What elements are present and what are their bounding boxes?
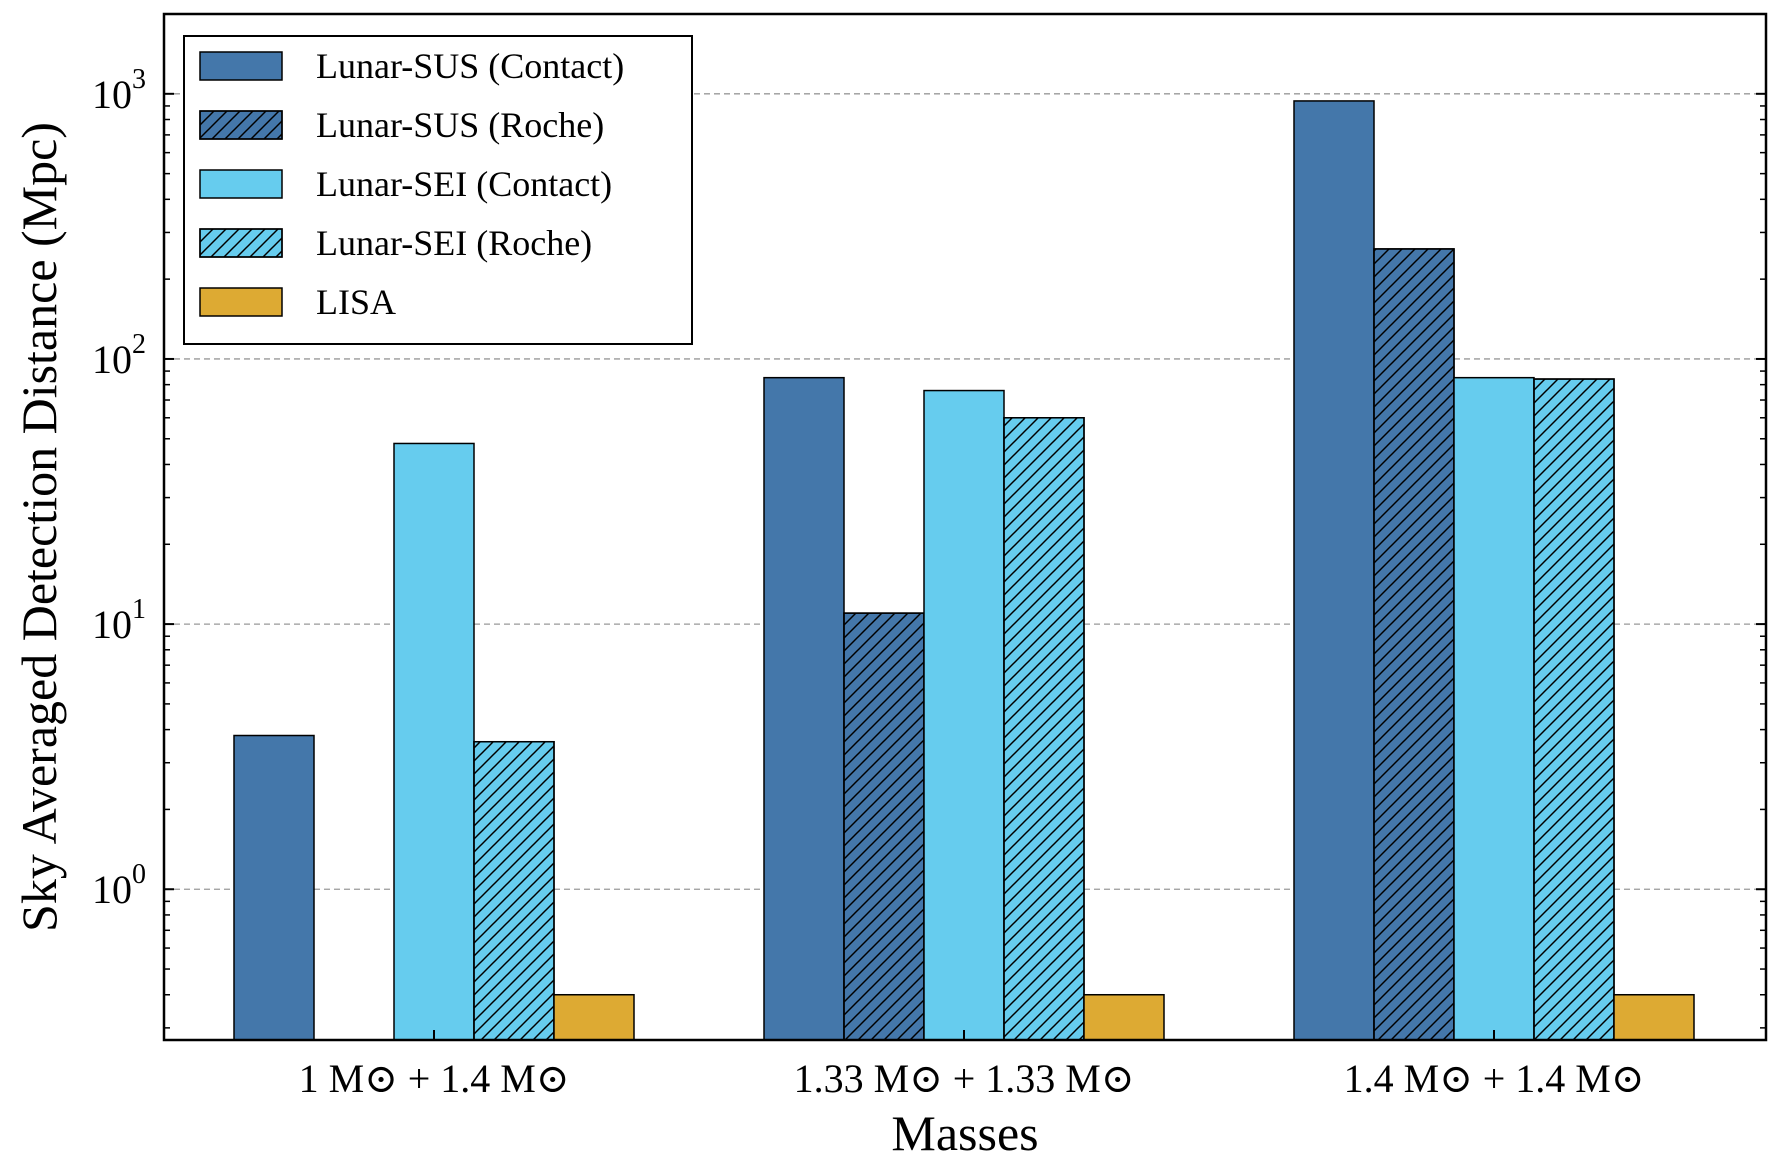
- legend-label: Lunar-SUS (Contact): [316, 46, 624, 86]
- bar: [923, 389, 1005, 1041]
- y-tick-exponent: 1: [132, 594, 146, 625]
- bar-hatch: [1533, 378, 1615, 1041]
- y-tick-base: 10: [92, 72, 132, 117]
- x-tick-label: 1.4 M⊙ + 1.4 M⊙: [1344, 1056, 1645, 1101]
- bar: [763, 376, 845, 1041]
- y-tick-label: 101: [92, 594, 146, 647]
- y-tick-label: 100: [92, 859, 146, 912]
- legend-swatch: [199, 51, 283, 81]
- bar-hatch: [843, 612, 925, 1041]
- bar: [233, 734, 315, 1041]
- legend-swatch: [199, 169, 283, 199]
- y-tick-base: 10: [92, 337, 132, 382]
- bar: [1453, 376, 1535, 1041]
- bar-hatch: [1373, 248, 1455, 1041]
- bar-hatch: [1003, 417, 1085, 1041]
- x-tick-label: 1 M⊙ + 1.4 M⊙: [299, 1056, 570, 1101]
- legend: Lunar-SUS (Contact) Lunar-SUS (Roche) Luna…: [183, 35, 693, 345]
- bars-group: [233, 100, 1695, 1041]
- legend-swatch-hatch: [199, 228, 283, 258]
- bar: [1083, 993, 1165, 1041]
- y-tick-exponent: 3: [132, 64, 146, 95]
- x-tick-labels: 1 M⊙ + 1.4 M⊙ 1.33 M⊙ + 1.33 M⊙ 1.4 M⊙ + 1…: [299, 1056, 1645, 1101]
- bar: [393, 442, 475, 1041]
- bar: [1613, 993, 1695, 1041]
- y-tick-base: 10: [92, 602, 132, 647]
- legend-label: LISA: [316, 282, 396, 322]
- y-tick-exponent: 0: [132, 859, 146, 890]
- y-axis-title: Sky Averaged Detection Distance (Mpc): [11, 122, 67, 932]
- legend-swatch-hatch: [199, 110, 283, 140]
- legend-label: Lunar-SEI (Contact): [316, 164, 612, 204]
- bar-hatch: [473, 740, 555, 1041]
- x-axis-title: Masses: [891, 1105, 1038, 1161]
- legend-label: Lunar-SEI (Roche): [316, 223, 592, 263]
- x-tick-label: 1.33 M⊙ + 1.33 M⊙: [794, 1056, 1135, 1101]
- y-tick-base: 10: [92, 867, 132, 912]
- legend-swatch: [199, 287, 283, 317]
- y-tick-exponent: 2: [132, 329, 146, 360]
- bar: [1293, 100, 1375, 1041]
- plot-frame: [162, 12, 1768, 1042]
- bar: [553, 993, 635, 1041]
- y-tick-label: 102: [92, 329, 146, 382]
- legend-label: Lunar-SUS (Roche): [316, 105, 604, 145]
- y-tick-label: 103: [92, 64, 146, 117]
